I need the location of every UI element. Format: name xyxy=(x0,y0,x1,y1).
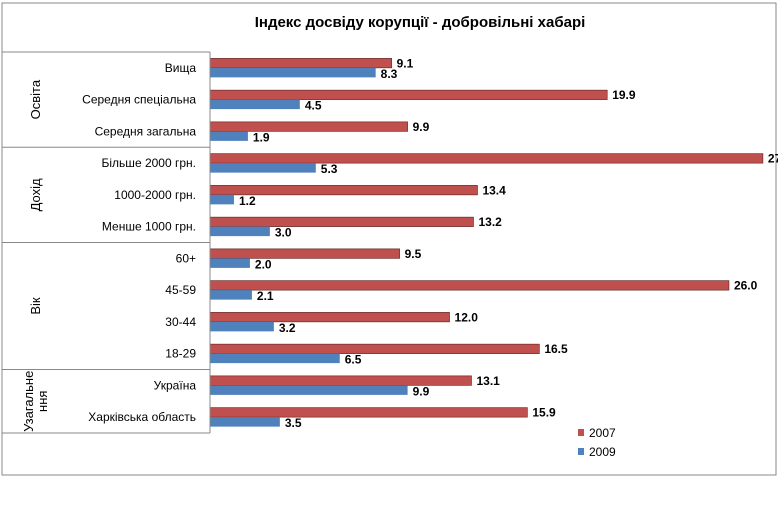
bar-2007 xyxy=(209,58,392,69)
bar-2009 xyxy=(210,290,252,300)
bar-2007 xyxy=(209,153,764,164)
data-label-2007: 9.5 xyxy=(405,247,422,261)
category-label: Середня загальна xyxy=(95,124,197,138)
bar-2007 xyxy=(209,407,528,418)
bar-2007 xyxy=(209,343,540,354)
category-label: 18-29 xyxy=(165,347,196,361)
chart-frame xyxy=(1,2,777,476)
legend-label-2007: 2007 xyxy=(589,426,616,440)
data-label-2009: 6.5 xyxy=(345,353,362,367)
bar-2007 xyxy=(209,89,608,100)
data-label-2009: 3.0 xyxy=(275,226,292,240)
data-label-2009: 3.2 xyxy=(279,321,296,335)
data-label-2009: 3.5 xyxy=(285,416,302,430)
chart-title: Індекс досвіду корупції - добровільні ха… xyxy=(255,14,586,31)
bar-2009 xyxy=(210,194,234,205)
bar-2009 xyxy=(210,258,250,268)
category-label: Менше 1000 грн. xyxy=(102,220,196,234)
data-label-2007: 26.0 xyxy=(734,279,758,293)
data-label-2007: 15.9 xyxy=(532,406,556,420)
group-label: Вік xyxy=(28,297,43,315)
category-label: Україна xyxy=(154,378,197,392)
category-label: 60+ xyxy=(176,251,196,265)
data-label-2007: 12.0 xyxy=(455,310,479,324)
category-label: Середня спеціальна xyxy=(82,93,196,107)
group-label: ння xyxy=(35,391,50,412)
bar-2009 xyxy=(210,417,280,427)
data-label-2009: 1.9 xyxy=(253,130,270,144)
bar-2007 xyxy=(209,248,400,259)
data-label-2007: 13.4 xyxy=(482,183,506,197)
bar-2007 xyxy=(209,312,450,323)
legend-swatch-2007 xyxy=(578,429,584,436)
category-label: Вища xyxy=(165,61,197,75)
bar-2007 xyxy=(209,280,730,291)
category-label: Харківська область xyxy=(88,410,196,424)
group-label: Дохід xyxy=(28,178,43,211)
data-label-2009: 4.5 xyxy=(305,99,322,113)
category-label: 30-44 xyxy=(165,315,196,329)
data-label-2007: 13.1 xyxy=(476,374,500,388)
data-label-2009: 2.1 xyxy=(257,289,274,303)
group-label: Узагальне xyxy=(21,371,36,432)
legend-label-2009: 2009 xyxy=(589,445,616,459)
category-label: 1000-2000 грн. xyxy=(114,188,196,202)
bar-2007 xyxy=(209,375,472,386)
bar-2009 xyxy=(210,131,248,141)
bar-2007 xyxy=(209,216,474,227)
data-label-2009: 8.3 xyxy=(381,67,398,81)
data-label-2007: 13.2 xyxy=(478,215,502,229)
group-label: Освіта xyxy=(28,79,43,119)
data-label-2007: 9.1 xyxy=(397,56,414,70)
data-label-2007: 16.5 xyxy=(544,342,568,356)
data-label-2007: 19.9 xyxy=(612,88,636,102)
bar-2009 xyxy=(210,99,300,110)
bar-2009 xyxy=(210,321,274,332)
bar-2009 xyxy=(210,163,316,173)
data-label-2009: 2.0 xyxy=(255,257,272,271)
data-label-2009: 5.3 xyxy=(321,162,338,176)
category-label: Більше 2000 грн. xyxy=(102,156,196,170)
bar-2009 xyxy=(210,385,408,395)
bar-2009 xyxy=(210,226,270,237)
legend-swatch-2009 xyxy=(578,448,584,455)
bar-2009 xyxy=(210,67,376,78)
data-label-2009: 9.9 xyxy=(413,384,430,398)
bar-2007 xyxy=(209,121,408,132)
data-label-2007: 9.9 xyxy=(413,120,430,134)
data-label-2009: 1.2 xyxy=(239,194,256,208)
data-label-2007: 27.7 xyxy=(768,152,778,166)
bar-2009 xyxy=(210,353,340,364)
category-label: 45-59 xyxy=(165,283,196,297)
